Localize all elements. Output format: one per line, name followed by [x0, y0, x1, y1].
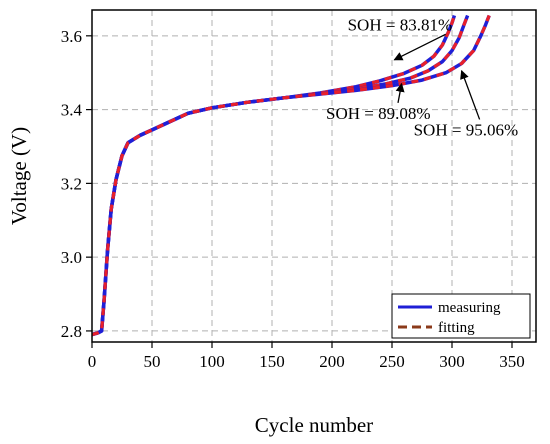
axis-ticks: 0 50 100 150 200 250 300 350 2.8 3.0 3.2 3.4 3.6	[61, 27, 525, 371]
fitted-curve-1	[91, 14, 470, 337]
y-tick-label: 3.2	[61, 174, 82, 193]
x-tick-label: 300	[439, 352, 465, 371]
x-axis-label: Cycle number	[255, 413, 373, 437]
plot-frame	[91, 9, 537, 343]
x-tick-label: 250	[379, 352, 405, 371]
annotation-arrow	[393, 33, 446, 61]
fitted-curve-2	[91, 14, 491, 337]
soh-annotation: SOH = 89.08%	[326, 104, 431, 123]
annotation-arrow	[395, 82, 405, 103]
legend: measuring fitting	[391, 293, 531, 339]
x-tick-label: 50	[144, 352, 161, 371]
x-tick-label: 150	[259, 352, 285, 371]
soh-annotation: SOH = 95.06%	[414, 120, 519, 139]
y-axis-label: Voltage (V)	[7, 127, 31, 225]
grid-lines	[92, 10, 536, 342]
y-tick-label: 3.6	[61, 27, 82, 46]
x-tick-label: 0	[88, 352, 97, 371]
annotation-arrow	[460, 69, 481, 120]
annotations: SOH = 83.81% SOH = 89.08%SOH = 95.06%	[326, 15, 518, 139]
x-tick-label: 200	[319, 352, 345, 371]
y-tick-label: 2.8	[61, 322, 82, 341]
legend-label-fitting: fitting	[438, 320, 475, 336]
y-tick-label: 3.4	[61, 101, 83, 120]
curves	[91, 14, 491, 337]
fitted-curve-0	[91, 15, 456, 337]
soh-annotation: SOH = 83.81%	[348, 15, 453, 34]
y-tick-label: 3.0	[61, 248, 82, 267]
x-tick-label: 100	[199, 352, 225, 371]
legend-label-measuring: measuring	[438, 300, 501, 316]
x-tick-label: 350	[499, 352, 525, 371]
legend-box	[391, 293, 531, 339]
measured-curve-1	[91, 14, 470, 337]
measured-curve-0	[91, 14, 457, 337]
